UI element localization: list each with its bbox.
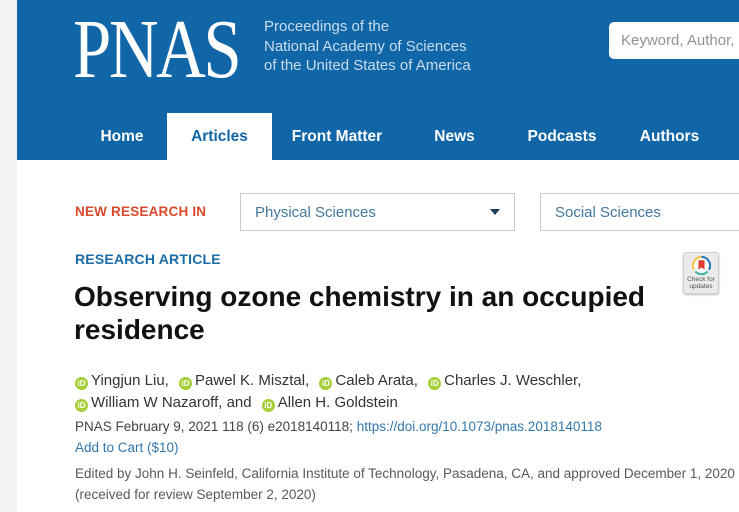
cart-row: Add to Cart ($10) xyxy=(75,440,179,455)
nav-tab-news[interactable]: News xyxy=(434,127,475,145)
journal-tagline: Proceedings of the National Academy of S… xyxy=(264,17,471,76)
nav-tab-podcasts[interactable]: Podcasts xyxy=(527,127,597,145)
author-list: iD Yingjun Liu, iD Pawel K. Misztal, iD Cal… xyxy=(75,370,715,414)
pnas-logo[interactable]: PNAS xyxy=(73,3,242,96)
crossmark-icon xyxy=(691,256,711,275)
crossmark-label: Check for updates xyxy=(687,276,715,290)
masthead: PNAS Proceedings of the National Academy… xyxy=(17,0,739,160)
author-line-2: iD William W Nazaroff, and iD Allen H. Gol… xyxy=(75,392,715,414)
author[interactable]: iD Pawel K. Misztal, xyxy=(179,372,309,390)
edited-by-note: Edited by John H. Seinfeld, California I… xyxy=(75,466,735,502)
check-for-updates-badge[interactable]: Check for updates xyxy=(683,252,719,294)
author-line-1: iD Yingjun Liu, iD Pawel K. Misztal, iD Cal… xyxy=(75,370,715,392)
nav-tab-authors[interactable]: Authors xyxy=(639,127,700,145)
tagline-line-3: of the United States of America xyxy=(264,57,471,74)
add-to-cart-link[interactable]: Add to Cart ($10) xyxy=(75,440,179,455)
new-research-row: NEW RESEARCH IN Physical Sciences Social… xyxy=(17,193,739,231)
orcid-icon[interactable]: iD xyxy=(319,377,333,390)
author[interactable]: iD William W Nazaroff, and xyxy=(75,394,252,412)
citation-line: PNAS February 9, 2021 118 (6) e201814011… xyxy=(75,419,602,434)
orcid-icon[interactable]: iD xyxy=(75,377,88,390)
physical-sciences-dropdown[interactable]: Physical Sciences xyxy=(240,193,515,231)
orcid-icon[interactable]: iD xyxy=(179,377,193,390)
nav-tab-articles[interactable]: Articles xyxy=(167,113,272,160)
article-title: Observing ozone chemistry in an occupied… xyxy=(74,281,646,345)
chevron-down-icon xyxy=(490,209,500,215)
author[interactable]: iD Yingjun Liu, xyxy=(75,372,169,390)
new-research-label: NEW RESEARCH IN xyxy=(75,204,207,219)
page: PNAS Proceedings of the National Academy… xyxy=(17,0,739,512)
article-type-kicker: RESEARCH ARTICLE xyxy=(75,251,221,267)
author[interactable]: iD Allen H. Goldstein xyxy=(261,394,398,412)
orcid-icon[interactable]: iD xyxy=(75,399,88,412)
author[interactable]: iD Charles J. Weschler, xyxy=(428,372,581,390)
dropdown-selected-value: Physical Sciences xyxy=(255,203,376,221)
citation-meta: PNAS February 9, 2021 118 (6) e201814011… xyxy=(75,419,357,434)
orcid-icon[interactable]: iD xyxy=(261,399,275,412)
tagline-line-1: Proceedings of the xyxy=(264,18,390,35)
social-sciences-dropdown[interactable]: Social Sciences xyxy=(540,193,739,231)
tagline-line-2: National Academy of Sciences xyxy=(264,37,467,55)
main-nav: Home Articles Front Matter News Podcasts… xyxy=(17,113,739,160)
author[interactable]: iD Caleb Arata, xyxy=(319,372,418,390)
orcid-icon[interactable]: iD xyxy=(428,377,442,390)
search-input[interactable] xyxy=(609,22,739,59)
nav-tab-front-matter[interactable]: Front Matter xyxy=(291,127,383,145)
dropdown-selected-value: Social Sciences xyxy=(555,203,661,221)
nav-tab-home[interactable]: Home xyxy=(100,127,144,145)
doi-link[interactable]: https://doi.org/10.1073/pnas.2018140118 xyxy=(356,419,602,434)
